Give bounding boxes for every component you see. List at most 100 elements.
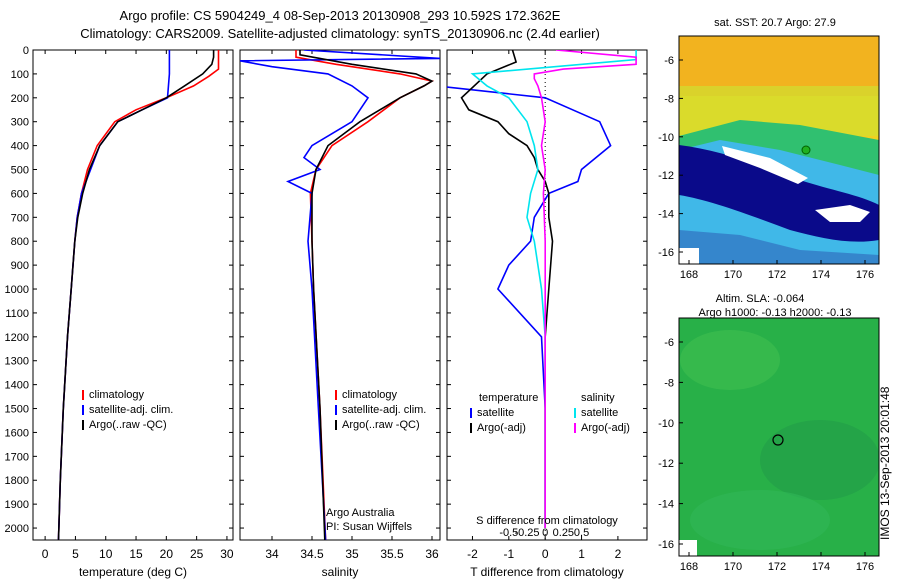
x-tick-label: -1: [503, 547, 514, 561]
x-tick-label: 2: [615, 547, 622, 561]
depth-tick-label: 1300: [5, 356, 29, 368]
map-x-tick-label: 176: [856, 561, 874, 573]
difference-panel: -2 -1 0 1 2 -0.5-0.25 0 0.25 0.5 temperature sali…: [446, 49, 648, 579]
imos-timestamp: IMOS 13-Sep-2013 20:01:48: [878, 386, 892, 540]
x-tick-label: 30: [220, 547, 234, 561]
map-y-tick-label: -14: [658, 209, 674, 221]
depth-tick-label: 2000: [5, 523, 29, 535]
series-line-s-satellite: [470, 50, 637, 528]
depth-tick-label: 800: [11, 236, 29, 248]
depth-tick-label: 1400: [5, 380, 29, 392]
map-x-tick-label: 176: [856, 269, 874, 281]
legend-label: satellite: [477, 407, 514, 419]
sst-map-image: [679, 36, 879, 264]
s-diff-tick-label: -0.25: [514, 527, 539, 539]
map-x-tick-label: 174: [812, 561, 830, 573]
x-tick-label: 35: [345, 547, 359, 561]
legend-label: Argo(-adj): [581, 422, 630, 434]
map-y-tick-label: -10: [658, 132, 674, 144]
salinity-xlabel: salinity: [322, 565, 359, 579]
difference-axes-frame: [446, 49, 648, 541]
x-tick-label: 35.5: [380, 547, 404, 561]
map-y-tick-label: -16: [658, 539, 674, 551]
sst-map-label: sat. SST: 20.7 Argo: 27.9: [714, 17, 836, 29]
map-y-tick-label: -8: [664, 377, 674, 389]
series-line-satellite-adj-clim-: [240, 50, 440, 540]
salinity-axes-frame: [239, 49, 441, 541]
series-line-s-argo-adj-: [533, 50, 637, 528]
legend-label: satellite-adj. clim.: [89, 404, 173, 416]
x-tick-label: 20: [160, 547, 174, 561]
legend-label: climatology: [89, 389, 145, 401]
series-line-argo-raw-qc-: [57, 50, 215, 540]
depth-tick-label: 0: [23, 45, 29, 57]
series-line-t-argo-adj-: [460, 50, 554, 528]
argo-location-marker-sla[interactable]: [772, 434, 784, 446]
depth-tick-label: 100: [11, 69, 29, 81]
sst-map-panel: sat. SST: 20.7 Argo: 27.9 168 170 172 174 17…: [658, 17, 880, 281]
depth-tick-label: 900: [11, 260, 29, 272]
sla-map-image: [679, 318, 879, 556]
map-x-tick-label: 168: [680, 561, 698, 573]
x-tick-label: 36: [425, 547, 439, 561]
salinity-panel: 34 34.5 35 35.5 36 climatology satellite-adj.…: [239, 49, 441, 579]
map-x-tick-label: 172: [768, 561, 786, 573]
map-y-tick-label: -8: [664, 93, 674, 105]
series-line-t-satellite: [447, 86, 612, 528]
legend-heading-temperature: temperature: [479, 392, 538, 404]
x-tick-label: 0: [542, 547, 549, 561]
x-tick-label: 25: [190, 547, 204, 561]
depth-tick-label: 500: [11, 165, 29, 177]
temperature-axes-frame: [32, 49, 234, 541]
sla-map-frame: [678, 317, 880, 557]
depth-tick-label: 1600: [5, 427, 29, 439]
legend-label: climatology: [342, 389, 398, 401]
depth-tick-label: 1500: [5, 404, 29, 416]
legend-label: satellite: [581, 407, 618, 419]
map-y-tick-label: -6: [664, 55, 674, 67]
map-x-tick-label: 174: [812, 269, 830, 281]
salinity-note-line1: Argo Australia: [326, 507, 395, 519]
s-difference-xlabel: S difference from climatology: [476, 515, 618, 527]
x-tick-label: 15: [129, 547, 143, 561]
t-difference-xlabel: T difference from climatology: [470, 565, 624, 579]
depth-tick-label: 1700: [5, 451, 29, 463]
depth-tick-label: 300: [11, 117, 29, 129]
depth-tick-label: 1800: [5, 475, 29, 487]
map-x-tick-label: 170: [724, 269, 742, 281]
chart-title-line2: Climatology: CARS2009. Satellite-adjuste…: [80, 26, 600, 41]
x-tick-label: -2: [467, 547, 478, 561]
sla-map-panel: Altim. SLA: -0.064 Argo h1000: -0.13 h20…: [658, 293, 880, 573]
map-y-tick-label: -10: [658, 418, 674, 430]
depth-tick-label: 1000: [5, 284, 29, 296]
map-x-tick-label: 172: [768, 269, 786, 281]
depth-tick-label: 1200: [5, 332, 29, 344]
depth-tick-label: 1100: [5, 308, 29, 320]
map-x-tick-label: 168: [680, 269, 698, 281]
legend-label: Argo(..raw -QC): [342, 419, 420, 431]
temperature-xlabel: temperature (deg C): [79, 565, 187, 579]
map-y-tick-label: -12: [658, 458, 674, 470]
map-y-tick-label: -16: [658, 247, 674, 259]
s-diff-tick-label: 0: [542, 527, 548, 539]
sst-map-frame: [678, 35, 880, 265]
salinity-note-line2: PI: Susan Wijffels: [326, 521, 412, 533]
argo-location-marker-sst[interactable]: [801, 145, 811, 155]
series-line-argo-raw-qc-: [299, 50, 434, 540]
depth-tick-label: 200: [11, 93, 29, 105]
map-x-tick-label: 170: [724, 561, 742, 573]
legend-label: Argo(-adj): [477, 422, 526, 434]
legend-heading-salinity: salinity: [581, 392, 615, 404]
s-diff-tick-label: -0.5: [499, 527, 518, 539]
map-y-tick-label: -14: [658, 499, 674, 511]
chart-title-line1: Argo profile: CS 5904249_4 08-Sep-2013 2…: [119, 8, 561, 23]
map-y-tick-label: -6: [664, 337, 674, 349]
legend-label: Argo(..raw -QC): [89, 419, 167, 431]
legend-label: satellite-adj. clim.: [342, 404, 426, 416]
x-tick-label: 5: [72, 547, 79, 561]
x-tick-label: 10: [99, 547, 113, 561]
map-y-tick-label: -12: [658, 170, 674, 182]
x-tick-label: 34: [265, 547, 279, 561]
s-diff-tick-label: 0.25: [553, 527, 574, 539]
